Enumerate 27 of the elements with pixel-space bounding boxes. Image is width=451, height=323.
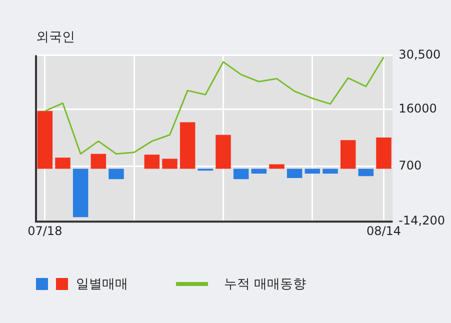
bar — [37, 111, 53, 169]
legend-label: 일별매매 — [76, 276, 128, 293]
bar — [55, 158, 70, 169]
legend-label: 누적 매매동향 — [224, 276, 306, 293]
bar — [108, 168, 124, 180]
bar — [144, 154, 160, 169]
bar — [304, 168, 320, 174]
bar — [90, 154, 106, 169]
bar — [233, 168, 249, 180]
x-tick-label: 07/18 — [28, 224, 62, 238]
chart-title: 외국인 — [36, 29, 75, 46]
y-tick-label: 30,500 — [398, 47, 441, 62]
bar — [358, 168, 374, 176]
bar — [180, 122, 196, 169]
bar — [216, 134, 231, 169]
x-tick-label: 08/14 — [366, 224, 402, 238]
bar — [376, 137, 392, 169]
bar — [251, 168, 267, 174]
y-tick-label: 16000 — [398, 101, 437, 116]
bar — [72, 168, 88, 218]
bar — [286, 168, 302, 178]
bar — [322, 168, 338, 174]
bar — [269, 164, 284, 169]
y-tick-label: 700 — [398, 158, 422, 172]
bar — [340, 140, 356, 169]
bar — [162, 158, 178, 169]
y-tick-label: -14,200 — [398, 214, 446, 228]
